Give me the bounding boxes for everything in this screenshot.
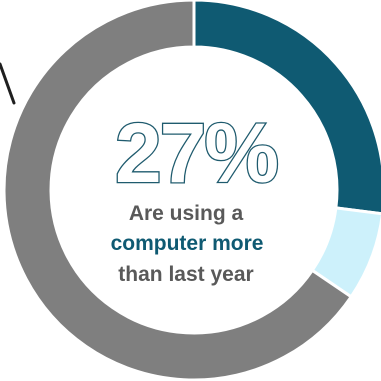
caption-line-2: computer more [111,232,264,255]
slice-remainder [2,0,354,381]
slice-primary [192,0,381,216]
pointer-line [0,62,16,105]
caption-line-1: Are using a [129,202,244,225]
caption-line-3: than last year [118,263,253,286]
center-percentage: 27% [115,106,277,200]
